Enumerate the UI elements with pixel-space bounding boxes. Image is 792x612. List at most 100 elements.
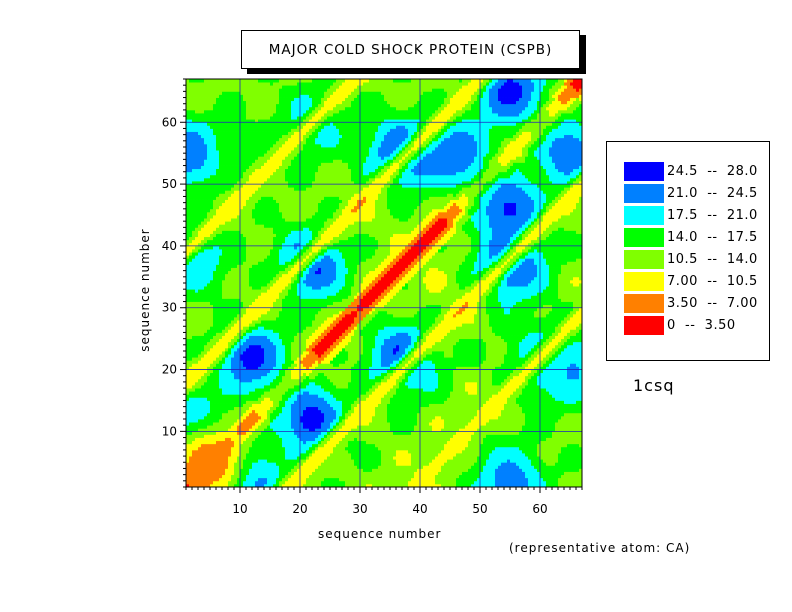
heatmap-cell xyxy=(279,311,282,314)
heatmap-cell xyxy=(201,98,204,101)
heatmap-cell xyxy=(252,147,255,150)
heatmap-cell xyxy=(261,178,264,181)
heatmap-cell xyxy=(192,342,195,345)
heatmap-cell xyxy=(231,227,234,230)
heatmap-cell xyxy=(234,178,237,181)
heatmap-cell xyxy=(246,472,249,475)
heatmap-cell xyxy=(207,326,210,329)
heatmap-cell xyxy=(240,456,243,459)
heatmap-cell xyxy=(186,407,189,410)
heatmap-cell xyxy=(285,82,288,85)
heatmap-cell xyxy=(189,156,192,159)
heatmap-cell xyxy=(231,336,234,339)
heatmap-cell xyxy=(264,141,267,144)
heatmap-cell xyxy=(249,475,252,478)
heatmap-cell xyxy=(261,326,264,329)
heatmap-cell xyxy=(240,128,243,131)
heatmap-cell xyxy=(282,113,285,116)
heatmap-cell xyxy=(189,431,192,434)
heatmap-cell xyxy=(258,227,261,230)
heatmap-cell xyxy=(204,91,207,94)
heatmap-cell xyxy=(243,144,246,147)
heatmap-cell xyxy=(189,252,192,255)
heatmap-cell xyxy=(246,107,249,110)
heatmap-cell xyxy=(279,422,282,425)
heatmap-cell xyxy=(225,422,228,425)
heatmap-cell xyxy=(219,169,222,172)
heatmap-cell xyxy=(240,135,243,138)
heatmap-cell xyxy=(270,348,273,351)
heatmap-cell xyxy=(225,391,228,394)
heatmap-cell xyxy=(285,419,288,422)
heatmap-cell xyxy=(246,314,249,317)
heatmap-cell xyxy=(267,187,270,190)
heatmap-cell xyxy=(294,447,297,450)
heatmap-cell xyxy=(228,88,231,91)
heatmap-cell xyxy=(201,277,204,280)
heatmap-cell xyxy=(243,360,246,363)
heatmap-cell xyxy=(201,88,204,91)
heatmap-cell xyxy=(204,453,207,456)
heatmap-cell xyxy=(213,311,216,314)
heatmap-cell xyxy=(261,230,264,233)
heatmap-cell xyxy=(213,274,216,277)
heatmap-cell xyxy=(285,172,288,175)
heatmap-cell xyxy=(243,255,246,258)
heatmap-cell xyxy=(273,277,276,280)
heatmap-cell xyxy=(252,447,255,450)
heatmap-cell xyxy=(270,342,273,345)
heatmap-cell xyxy=(285,323,288,326)
heatmap-cell xyxy=(192,308,195,311)
heatmap-cell xyxy=(273,422,276,425)
heatmap-cell xyxy=(291,311,294,314)
heatmap-cell xyxy=(261,481,264,484)
heatmap-cell xyxy=(198,425,201,428)
heatmap-cell xyxy=(294,323,297,326)
heatmap-cell xyxy=(204,404,207,407)
heatmap-cell xyxy=(270,135,273,138)
heatmap-cell xyxy=(258,206,261,209)
heatmap-cell xyxy=(246,101,249,104)
heatmap-cell xyxy=(258,277,261,280)
heatmap-cell xyxy=(204,465,207,468)
heatmap-cell xyxy=(255,107,258,110)
heatmap-cell xyxy=(291,286,294,289)
heatmap-cell xyxy=(291,271,294,274)
heatmap-cell xyxy=(288,187,291,190)
heatmap-cell xyxy=(279,94,282,97)
heatmap-cell xyxy=(288,246,291,249)
heatmap-cell xyxy=(294,431,297,434)
heatmap-cell xyxy=(216,218,219,221)
heatmap-cell xyxy=(279,138,282,141)
heatmap-cell xyxy=(246,295,249,298)
heatmap-cell xyxy=(207,475,210,478)
heatmap-cell xyxy=(198,475,201,478)
heatmap-cell xyxy=(186,311,189,314)
heatmap-cell xyxy=(288,116,291,119)
heatmap-cell xyxy=(195,345,198,348)
heatmap-cell xyxy=(231,456,234,459)
heatmap-cell xyxy=(258,289,261,292)
heatmap-cell xyxy=(222,107,225,110)
heatmap-cell xyxy=(291,128,294,131)
heatmap-cell xyxy=(243,122,246,125)
heatmap-cell xyxy=(225,113,228,116)
heatmap-cell xyxy=(249,400,252,403)
heatmap-cell xyxy=(270,370,273,373)
heatmap-cell xyxy=(204,459,207,462)
heatmap-cell xyxy=(204,382,207,385)
heatmap-cell xyxy=(267,110,270,113)
heatmap-cell xyxy=(198,404,201,407)
heatmap-cell xyxy=(222,190,225,193)
heatmap-cell xyxy=(210,317,213,320)
heatmap-cell xyxy=(258,342,261,345)
heatmap-cell xyxy=(210,295,213,298)
heatmap-cell xyxy=(213,178,216,181)
heatmap-cell xyxy=(231,193,234,196)
heatmap-cell xyxy=(225,122,228,125)
heatmap-cell xyxy=(252,104,255,107)
heatmap-cell xyxy=(225,172,228,175)
heatmap-cell xyxy=(222,271,225,274)
heatmap-cell xyxy=(285,376,288,379)
heatmap-cell xyxy=(276,317,279,320)
